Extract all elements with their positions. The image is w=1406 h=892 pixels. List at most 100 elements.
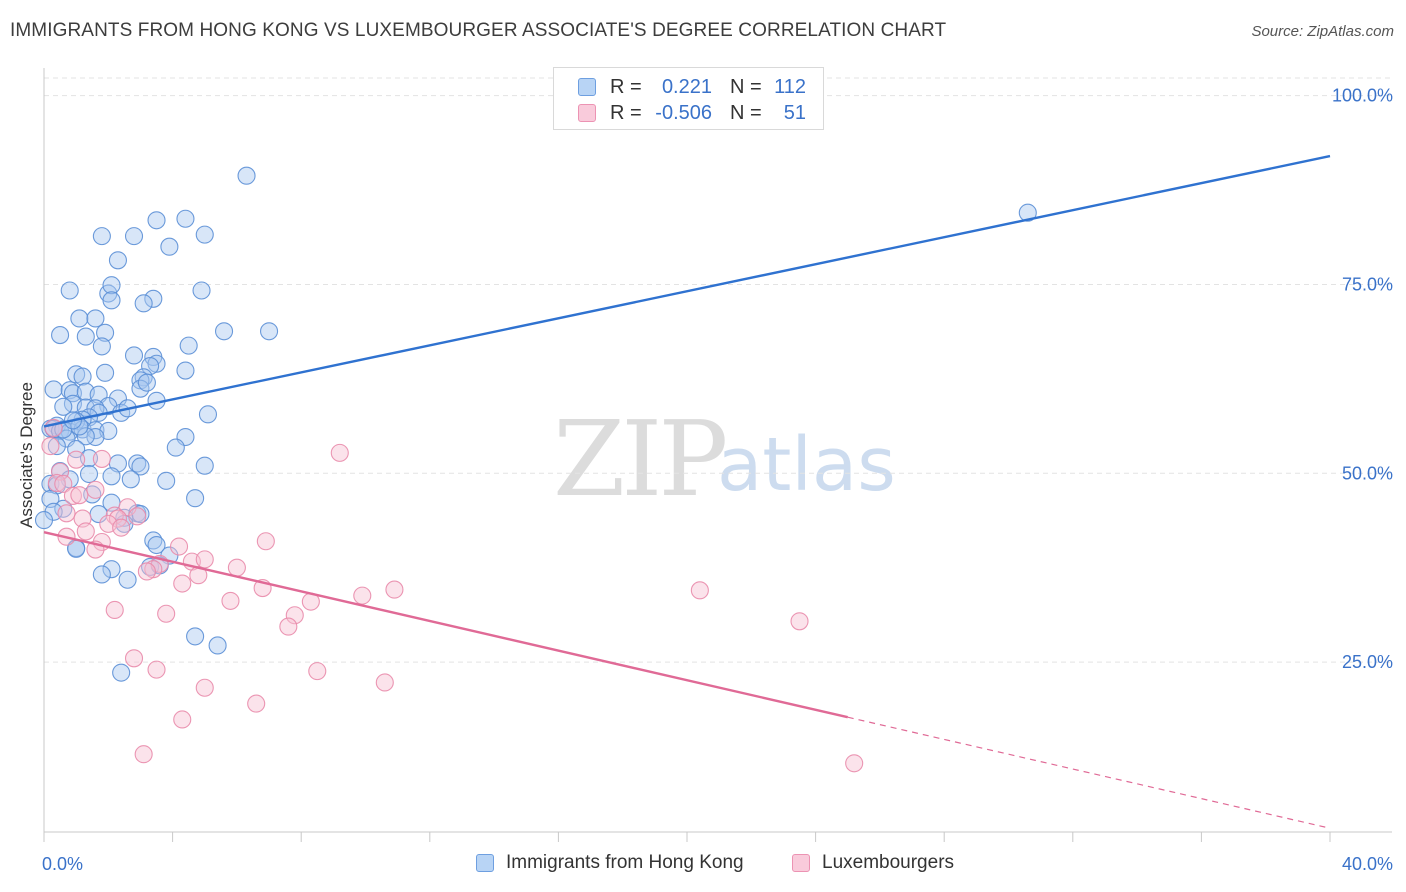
data-point-luxembourger [137, 562, 156, 581]
data-point-luxembourger [70, 486, 89, 505]
blue-swatch-icon [578, 78, 596, 96]
trend-line-luxembourger [43, 531, 849, 719]
data-point-hong-kong [137, 373, 156, 392]
data-point-hong-kong [147, 535, 166, 555]
r-label: R = [610, 101, 642, 124]
data-point-hong-kong [73, 367, 92, 386]
data-point-luxembourger [128, 507, 147, 526]
data-point-hong-kong [179, 336, 198, 355]
pink-swatch-icon [792, 854, 810, 872]
data-point-hong-kong [121, 470, 140, 489]
data-point-hong-kong [76, 327, 95, 346]
data-point-hong-kong [1018, 203, 1037, 222]
data-point-luxembourger [330, 443, 349, 462]
r-value: 0.221 [661, 75, 712, 98]
axes [43, 68, 1392, 842]
data-point-luxembourger [173, 574, 192, 593]
data-point-luxembourger [147, 660, 166, 679]
data-point-luxembourger [256, 532, 275, 551]
data-point-hong-kong [96, 363, 115, 382]
data-point-hong-kong [76, 427, 95, 446]
source-credit: Source: ZipAtlas.com [1251, 23, 1394, 40]
data-point-luxembourger [221, 591, 240, 610]
data-point-hong-kong [186, 489, 205, 508]
data-point-hong-kong [92, 337, 111, 356]
data-point-luxembourger [285, 606, 304, 625]
data-point-hong-kong [86, 427, 105, 447]
data-point-hong-kong [166, 438, 185, 457]
data-point-hong-kong [134, 368, 153, 387]
r-value: -0.506 [655, 101, 712, 124]
data-point-hong-kong [186, 627, 205, 646]
data-point-hong-kong [160, 237, 179, 256]
data-point-luxembourger [247, 694, 266, 713]
n-value: 51 [783, 101, 806, 124]
luxembourger-points [41, 418, 864, 773]
data-point-hong-kong [192, 281, 211, 300]
data-point-luxembourger [86, 480, 105, 499]
data-point-luxembourger [47, 474, 66, 493]
data-point-luxembourger [845, 754, 864, 773]
data-point-luxembourger [57, 504, 76, 523]
hong-kong-points [34, 166, 1037, 682]
data-point-hong-kong [259, 322, 279, 341]
data-point-luxembourger [54, 474, 73, 493]
data-point-luxembourger [41, 437, 60, 456]
data-point-hong-kong [41, 474, 60, 493]
data-point-luxembourger [76, 522, 95, 541]
stats-legend: R = 0.221 N = 112 R = -0.506 N = 51 [553, 67, 824, 130]
data-point-hong-kong [208, 636, 227, 655]
data-point-hong-kong [51, 326, 70, 345]
watermark-zip: ZIP [553, 398, 728, 520]
chart-title: IMMIGRANTS FROM HONG KONG VS LUXEMBOURGE… [10, 20, 947, 41]
data-point-hong-kong [86, 309, 105, 328]
data-point-hong-kong [128, 454, 147, 473]
data-point-hong-kong [147, 211, 166, 230]
data-point-hong-kong [131, 457, 150, 476]
legend-item-luxembourgers: Luxembourgers [792, 852, 954, 874]
y-tick-label: 50.0% [1342, 463, 1393, 483]
y-tick-label: 100.0% [1332, 86, 1393, 106]
n-label: N = [730, 75, 762, 98]
data-point-luxembourger [67, 450, 86, 469]
data-point-luxembourger [385, 580, 404, 599]
x-tick-label: 40.0% [1342, 854, 1393, 874]
data-point-hong-kong [112, 663, 131, 682]
data-point-luxembourger [105, 600, 124, 620]
data-point-hong-kong [34, 511, 54, 530]
n-value: 112 [774, 75, 806, 98]
data-point-hong-kong [67, 440, 86, 459]
data-point-hong-kong [92, 565, 111, 584]
data-point-luxembourger [169, 537, 189, 556]
data-point-hong-kong [214, 322, 234, 341]
data-point-luxembourger [690, 581, 709, 600]
data-point-luxembourger [157, 604, 176, 623]
y-tick-label: 25.0% [1342, 652, 1393, 672]
data-point-hong-kong [79, 464, 99, 484]
blue-swatch-icon [476, 854, 494, 872]
data-point-hong-kong [60, 381, 79, 400]
data-point-luxembourger [279, 617, 298, 636]
data-point-luxembourger [353, 586, 372, 605]
data-point-hong-kong [195, 456, 214, 475]
legend-label-luxembourgers: Luxembourgers [822, 852, 955, 873]
x-tick-label: 0.0% [42, 854, 83, 874]
data-point-hong-kong [102, 276, 121, 295]
data-point-luxembourger [195, 678, 214, 697]
data-point-hong-kong [96, 323, 115, 342]
data-point-luxembourger [124, 649, 144, 668]
trend-line-hong-kong [43, 154, 1331, 428]
data-point-hong-kong [176, 361, 195, 380]
data-point-luxembourger [63, 486, 82, 505]
data-point-hong-kong [157, 471, 176, 490]
data-point-hong-kong [176, 209, 195, 228]
data-point-hong-kong [70, 309, 89, 328]
y-tick-label: 75.0% [1342, 274, 1393, 294]
data-point-hong-kong [108, 389, 127, 408]
data-point-hong-kong [92, 227, 111, 246]
data-point-luxembourger [134, 745, 153, 764]
data-point-hong-kong [124, 346, 144, 365]
legend-label-hong-kong: Immigrants from Hong Kong [506, 852, 744, 873]
data-point-hong-kong [108, 251, 127, 270]
